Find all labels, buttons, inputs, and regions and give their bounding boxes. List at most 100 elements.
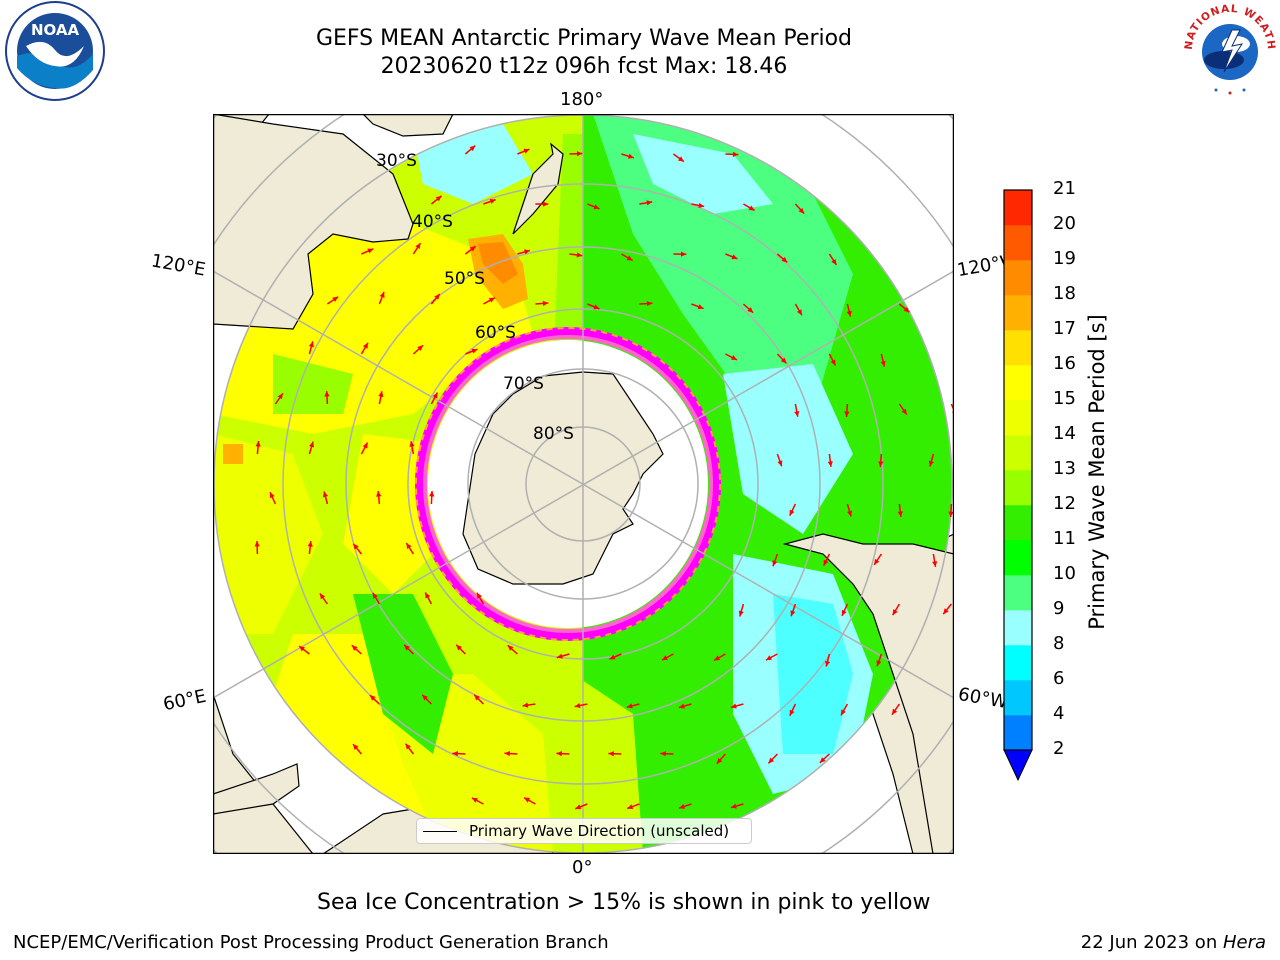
wave-period-field bbox=[214, 115, 952, 853]
sea-ice-note: Sea Ice Concentration > 15% is shown in … bbox=[317, 890, 931, 915]
lon-label-60e: 60°E bbox=[161, 685, 208, 716]
wave-arrow-head bbox=[309, 441, 315, 448]
wave-arrow-head bbox=[504, 750, 510, 757]
wave-arrow-head bbox=[299, 646, 305, 652]
colorbar-tick-label: 8 bbox=[1053, 633, 1065, 654]
wave-arrow-head bbox=[575, 804, 582, 810]
wave-arrow-head bbox=[452, 751, 458, 757]
wave-arrow-head bbox=[716, 757, 723, 764]
wave-arrow-head bbox=[932, 561, 938, 567]
wave-arrow-head bbox=[489, 198, 496, 204]
wave-arrow-head bbox=[523, 148, 530, 154]
production-date: 22 Jun 2023 on Hera bbox=[1081, 932, 1266, 953]
wave-arrow-head bbox=[798, 207, 805, 214]
wave-arrow-head bbox=[369, 695, 376, 701]
wave-arrow-head bbox=[476, 592, 482, 599]
wave-arrow-head bbox=[626, 703, 633, 709]
colorbar-segment bbox=[1004, 610, 1032, 646]
wave-arrow-head bbox=[880, 360, 886, 367]
wave-arrow-head bbox=[730, 703, 737, 709]
wave-direction-arrows bbox=[254, 145, 954, 810]
wave-arrow-head bbox=[404, 644, 410, 651]
wave-arrow-head bbox=[874, 558, 880, 565]
colorbar-tick-label: 13 bbox=[1053, 458, 1076, 479]
colorbar-label: Primary Wave Mean Period [s] bbox=[1085, 314, 1109, 630]
colorbar-tick-label: 19 bbox=[1053, 248, 1076, 269]
wave-arrow-head bbox=[780, 357, 787, 364]
wave-arrow-head bbox=[376, 491, 382, 497]
wave-arrow-head bbox=[844, 411, 850, 417]
wave-arrow-head bbox=[825, 660, 831, 667]
lat-label-30s: 30°S bbox=[376, 151, 417, 171]
map-subtitle: 20230620 t12z 096h fcst Max: 18.46 bbox=[380, 54, 788, 79]
wave-arrow-head bbox=[730, 803, 737, 809]
colorbar-tick-label: 17 bbox=[1053, 318, 1076, 339]
wave-arrow-head bbox=[362, 442, 368, 449]
wave-arrow-head bbox=[679, 803, 686, 809]
wave-arrow-head bbox=[892, 609, 898, 616]
colorbar-tick-label: 11 bbox=[1053, 528, 1076, 549]
wave-arrow-head bbox=[794, 411, 800, 417]
noaa-logo: NOAA bbox=[5, 1, 105, 101]
wave-arrow-head bbox=[415, 243, 421, 250]
wave-arrow-head bbox=[469, 145, 476, 152]
colorbar-tick-label: 21 bbox=[1053, 178, 1076, 199]
colorbar-segment bbox=[1004, 715, 1032, 751]
wave-arrow-head bbox=[542, 201, 549, 207]
wave-arrow-head bbox=[379, 291, 385, 298]
colorbar-extend-triangle bbox=[1003, 749, 1033, 782]
wave-arrow-head bbox=[943, 608, 949, 615]
wave-arrow-head bbox=[522, 702, 529, 708]
wave-arrow-head bbox=[332, 296, 339, 302]
colorbar-tick-label: 2 bbox=[1053, 738, 1065, 759]
wave-arrow-head bbox=[277, 393, 283, 400]
lat-label-70s: 70°S bbox=[503, 374, 544, 394]
lat-label-50s: 50°S bbox=[444, 269, 485, 289]
wave-arrow-head bbox=[319, 593, 326, 600]
wave-arrow-head bbox=[429, 491, 435, 497]
wave-arrow-head bbox=[523, 249, 530, 255]
nws-logo: NATIONAL WEATHER SERVICE bbox=[1180, 0, 1278, 98]
wave-arrow-head bbox=[308, 341, 314, 348]
wave-arrow-head bbox=[471, 348, 478, 354]
wave-arrow-head bbox=[777, 460, 783, 467]
wave-arrow-head bbox=[731, 254, 738, 260]
wave-arrow-head bbox=[646, 300, 653, 307]
wave-arrow-head bbox=[422, 694, 428, 701]
wave-arrow-head bbox=[254, 541, 260, 547]
wave-arrow-head bbox=[372, 592, 378, 599]
colorbar bbox=[1003, 189, 1033, 782]
wave-arrow-head bbox=[362, 342, 368, 349]
lon-label-0: 0° bbox=[572, 857, 593, 878]
wave-arrow-head bbox=[406, 543, 412, 550]
colorbar-tick-label: 6 bbox=[1053, 668, 1065, 689]
wave-arrow-head bbox=[471, 797, 478, 803]
map-title: GEFS MEAN Antarctic Primary Wave Mean Pe… bbox=[315, 26, 853, 51]
wave-arrow-head bbox=[841, 709, 846, 716]
legend-label: Primary Wave Direction (unscaled) bbox=[469, 822, 730, 840]
lat-label-80s: 80°S bbox=[533, 424, 574, 444]
wave-arrow-head bbox=[697, 304, 704, 310]
wave-arrow-head bbox=[660, 751, 666, 757]
wave-arrow-head bbox=[781, 256, 788, 263]
colorbar-tick-label: 15 bbox=[1053, 388, 1076, 409]
wave-arrow-head bbox=[627, 153, 634, 159]
wave-arrow-head bbox=[748, 205, 755, 211]
credit-line: NCEP/EMC/Verification Post Processing Pr… bbox=[13, 932, 609, 953]
wave-arrow-head bbox=[434, 293, 440, 300]
polar-map bbox=[213, 114, 954, 854]
continents bbox=[213, 114, 954, 854]
wave-arrow-head bbox=[593, 204, 600, 210]
colorbar-tick-label: 20 bbox=[1053, 213, 1076, 234]
colorbar-segment bbox=[1004, 260, 1032, 296]
wave-arrow-head bbox=[730, 355, 737, 360]
colorbar-segment bbox=[1004, 295, 1032, 331]
colorbar-tick-label: 9 bbox=[1053, 598, 1065, 619]
wave-arrow-head bbox=[405, 743, 411, 750]
wave-arrow-head bbox=[830, 359, 836, 366]
legend-line-swatch bbox=[423, 830, 457, 832]
wave-arrow-head bbox=[456, 644, 462, 651]
wave-arrow-head bbox=[425, 592, 431, 599]
wave-arrow-head bbox=[542, 300, 549, 307]
wave-arrow-head bbox=[255, 441, 261, 447]
